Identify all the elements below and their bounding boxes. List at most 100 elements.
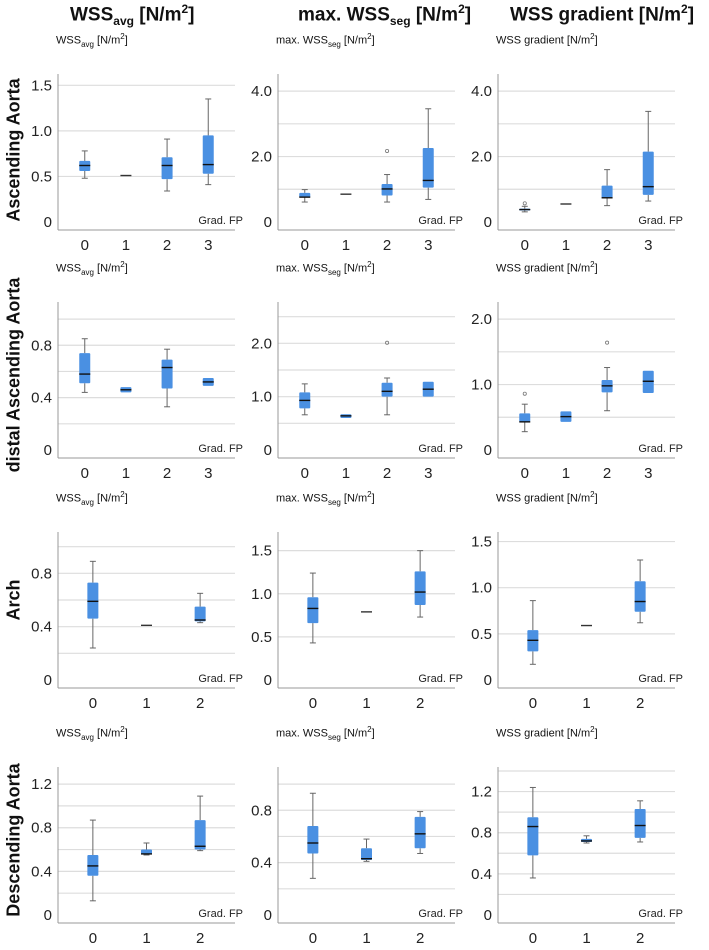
y-axis-label-part: [N/m <box>340 262 368 275</box>
x-tick-label: 1 <box>122 465 130 482</box>
y-tick-label: 0 <box>44 672 52 689</box>
box-group-1 <box>361 838 372 862</box>
box-group-0 <box>87 819 99 902</box>
box-plot-panel: max. WSSseg [N/m2] 0 2.0 4.0 Grad. FP 0 1 2 3 <box>250 32 470 257</box>
x-tick-label: 0 <box>309 930 317 947</box>
box-iqr <box>202 135 214 174</box>
y-tick-label: 0 <box>44 442 52 459</box>
y-axis-label-part: [N/m <box>340 727 368 740</box>
outlier-point <box>522 201 527 206</box>
y-axis-label-part: ] <box>124 34 128 47</box>
y-tick-label: 0.4 <box>31 619 52 636</box>
y-axis-label-part: seg <box>327 732 341 742</box>
box-group-3 <box>642 110 654 202</box>
y-axis-label-part: max. WSS <box>276 492 328 505</box>
column-header-wss-gradient: WSS gradient [N/m2] <box>510 2 695 26</box>
y-axis-label-part: max. WSS <box>276 262 328 275</box>
box-iqr <box>422 148 434 188</box>
x-tick-label: 3 <box>644 237 652 254</box>
y-axis-label-part: max. WSS <box>276 34 328 47</box>
y-tick-label: 0.8 <box>31 337 52 354</box>
y-axis-label: WSS gradient [N/m2] <box>496 32 598 47</box>
y-axis-label-part: [N/m <box>93 492 121 505</box>
y-axis-label-part: ] <box>371 262 375 275</box>
box-group-0 <box>299 189 311 203</box>
x-tick-label: 2 <box>603 465 611 482</box>
box-group-2 <box>381 148 393 203</box>
x-tick-label: 3 <box>424 237 432 254</box>
y-axis-label-part: WSS gradient <box>496 34 564 47</box>
x-tick-label: 0 <box>81 237 89 254</box>
y-tick-label: 1.0 <box>251 389 272 406</box>
box-group-0 <box>87 560 99 649</box>
y-axis-label-part: seg <box>327 39 341 49</box>
box-group-0 <box>299 383 311 416</box>
box-group-0 <box>307 572 319 644</box>
outlier-point <box>385 148 390 153</box>
y-axis-label-part: [N/m <box>340 492 368 505</box>
x-axis-label: Grad. FP <box>638 443 683 455</box>
x-tick-label: 0 <box>529 695 537 712</box>
y-tick-label: 0.5 <box>31 168 52 185</box>
row-label-descending-aorta: Descending Aorta <box>3 763 24 917</box>
y-axis-label-part: [N/m <box>340 34 368 47</box>
x-axis-label: Grad. FP <box>198 443 243 455</box>
y-axis-label: WSSavg [N/m2] <box>56 32 128 49</box>
y-tick-label: 2.0 <box>471 149 492 166</box>
x-tick-label: 2 <box>163 237 171 254</box>
x-tick-label: 0 <box>309 695 317 712</box>
x-tick-label: 2 <box>603 237 611 254</box>
box-plot-svg: 0 2.0 4.0 Grad. FP 0 1 2 3 <box>251 74 463 254</box>
box-group-0 <box>519 391 531 433</box>
outlier-point <box>385 340 390 345</box>
box-iqr <box>161 359 173 389</box>
x-tick-label: 0 <box>521 465 529 482</box>
y-axis-label-part: ] <box>371 34 375 47</box>
box-plot-svg: 0 0.5 1.0 1.5 Grad. FP 0 1 2 3 <box>31 74 243 254</box>
y-axis-label-part: 2 <box>367 32 372 41</box>
box-group-2 <box>634 559 646 624</box>
row-label-distal-ascending-aorta: distal Ascending Aorta <box>3 277 24 473</box>
y-axis-label: max. WSSseg [N/m2] <box>276 725 375 742</box>
y-tick-label: 0.5 <box>251 629 272 646</box>
x-axis-label: Grad. FP <box>638 673 683 685</box>
y-tick-label: 0 <box>484 907 492 924</box>
box-group-2 <box>194 795 206 852</box>
box-group-0 <box>519 201 531 213</box>
box-plot-svg: 0 0.4 0.8 1.2 Grad. FP 0 1 2 <box>471 767 683 947</box>
box-group-0 <box>527 600 539 665</box>
box-plot-svg: 0 0.5 1.0 1.5 Grad. FP 0 1 2 <box>251 532 463 712</box>
box-iqr <box>634 809 646 838</box>
y-tick-label: 1.5 <box>471 534 492 551</box>
y-axis-label-part: [N/m <box>563 262 591 275</box>
y-axis-label-part: max. WSS <box>276 727 328 740</box>
box-plot-svg: 0 1.0 2.0 Grad. FP 0 1 2 3 <box>471 302 683 482</box>
y-tick-label: 0.4 <box>251 855 272 872</box>
x-tick-label: 3 <box>644 465 652 482</box>
box-iqr <box>161 157 173 180</box>
y-tick-label: 0.4 <box>471 866 492 883</box>
y-tick-label: 0 <box>484 214 492 231</box>
box-group-1 <box>120 387 132 393</box>
y-tick-label: 0.4 <box>31 390 52 407</box>
y-axis-label-part: WSS gradient <box>496 727 564 740</box>
box-group-2 <box>414 811 426 854</box>
box-plot-panel: WSS gradient [N/m2] 0 0.5 1.0 1.5 Grad. FP 0 1 2 <box>470 490 690 715</box>
x-tick-label: 3 <box>204 237 212 254</box>
box-iqr <box>519 413 531 422</box>
y-axis-label-part: 2 <box>367 260 372 269</box>
box-plot-panel: max. WSSseg [N/m2] 0 0.4 0.8 Grad. FP 0 1 2 <box>250 725 470 950</box>
x-tick-label: 1 <box>142 695 150 712</box>
y-tick-label: 2.0 <box>251 335 272 352</box>
y-axis-label-part: 2 <box>590 725 595 734</box>
y-axis-label: max. WSSseg [N/m2] <box>276 260 375 277</box>
x-tick-label: 0 <box>529 930 537 947</box>
y-axis-label-part: 2 <box>590 260 595 269</box>
y-axis-label-part: WSS <box>56 34 82 47</box>
box-iqr <box>634 581 646 612</box>
y-axis-label-part: 2 <box>590 490 595 499</box>
column-header-wss-avg: WSSavg [N/m2] <box>70 2 195 29</box>
box-plot-panel: WSSavg [N/m2] 0 0.4 0.8 Grad. FP 0 1 2 <box>30 490 250 715</box>
x-tick-label: 3 <box>204 465 212 482</box>
y-axis-label-part: 2 <box>367 490 372 499</box>
